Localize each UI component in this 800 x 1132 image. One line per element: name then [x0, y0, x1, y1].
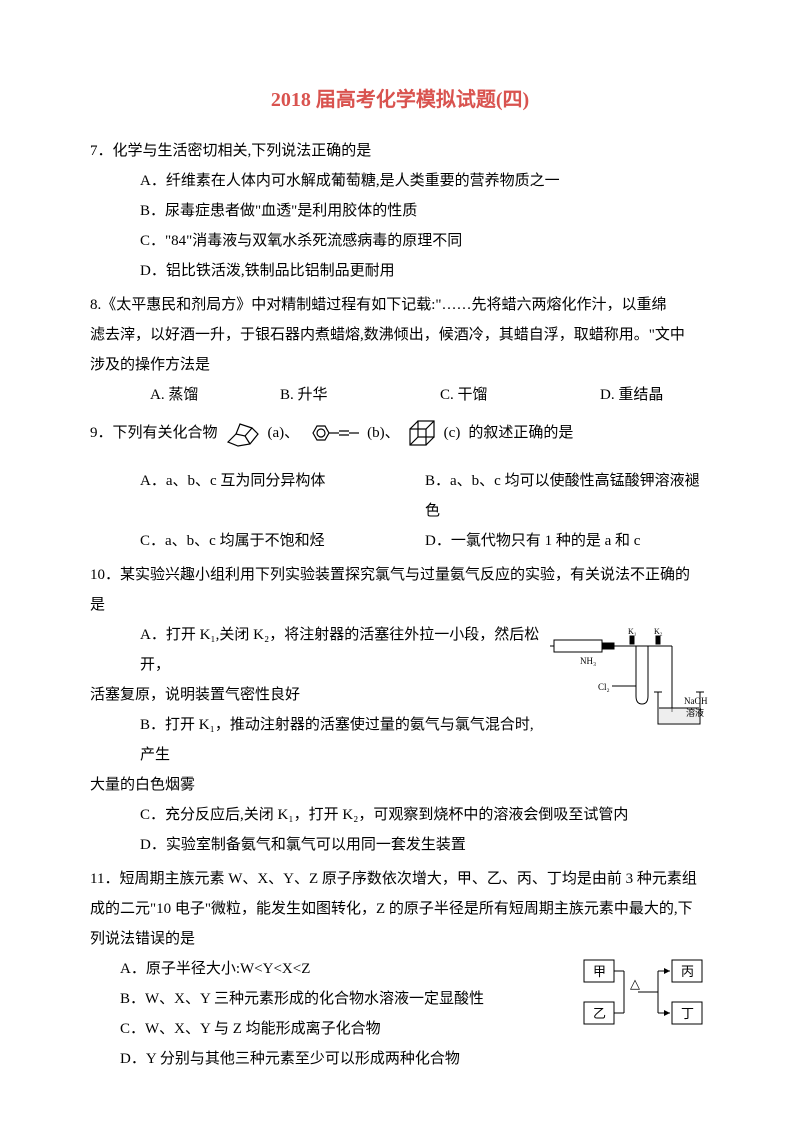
- question-7: 7．化学与生活密切相关,下列说法正确的是 A．纤维素在人体内可水解成葡萄糖,是人…: [90, 136, 710, 286]
- svg-text:K₁: K₁: [628, 627, 637, 636]
- svg-text:丁: 丁: [681, 1006, 694, 1021]
- question-10: 10．某实验兴趣小组利用下列实验装置探究氯气与过量氨气反应的实验，有关说法不正确…: [90, 560, 710, 860]
- apparatus-diagram: NH₃ K₁ K₂ Cl₂: [550, 626, 710, 736]
- q7-opt-a: A．纤维素在人体内可水解成葡萄糖,是人类重要的营养物质之一: [90, 166, 710, 196]
- q8-stem-1: 8.《太平惠民和剂局方》中对精制蜡过程有如下记载:"……先将蜡六两熔化作汁，以重…: [90, 290, 710, 320]
- molecule-c-icon: [404, 415, 440, 451]
- q8-stem-3: 涉及的操作方法是: [90, 350, 710, 380]
- transformation-diagram: 甲 乙 丙 丁 △: [580, 954, 710, 1034]
- svg-text:NaOH: NaOH: [684, 696, 708, 706]
- q9-b-label: (b)、: [367, 418, 400, 448]
- svg-text:乙: 乙: [593, 1006, 606, 1021]
- question-11: 11．短周期主族元素 W、X、Y、Z 原子序数依次增大，甲、乙、丙、丁均是由前 …: [90, 864, 710, 1074]
- page-title: 2018 届高考化学模拟试题(四): [90, 80, 710, 120]
- q7-opt-d: D．铝比铁活泼,铁制品比铝制品更耐用: [90, 256, 710, 286]
- q7-stem: 7．化学与生活密切相关,下列说法正确的是: [90, 136, 710, 166]
- q9-c-label: (c): [444, 418, 461, 448]
- q11-stem-1: 11．短周期主族元素 W、X、Y、Z 原子序数依次增大，甲、乙、丙、丁均是由前 …: [90, 864, 710, 894]
- q9-opt-d: D．一氯代物只有 1 种的是 a 和 c: [425, 526, 710, 556]
- q10-stem-2: 是: [90, 590, 710, 620]
- q8-opt-d: D. 重结晶: [600, 380, 663, 410]
- svg-text:△: △: [630, 976, 640, 991]
- molecule-b-icon: [303, 418, 363, 448]
- q11-opt-d: D．Y 分别与其他三种元素至少可以形成两种化合物: [90, 1044, 710, 1074]
- q8-opt-c: C. 干馏: [440, 380, 600, 410]
- q9-opt-c: C．a、b、c 均属于不饱和烃: [140, 526, 425, 556]
- q10-opt-d: D．实验室制备氨气和氯气可以用同一套发生装置: [90, 830, 710, 860]
- svg-text:丙: 丙: [681, 964, 694, 979]
- q7-opt-c: C．"84"消毒液与双氧水杀死流感病毒的原理不同: [90, 226, 710, 256]
- q9-stem-post: 的叙述正确的是: [468, 418, 573, 448]
- svg-text:NH₃: NH₃: [580, 656, 596, 666]
- svg-text:Cl₂: Cl₂: [598, 682, 610, 692]
- q10-stem-1: 10．某实验兴趣小组利用下列实验装置探究氯气与过量氨气反应的实验，有关说法不正确…: [90, 560, 710, 590]
- svg-text:溶液: 溶液: [686, 707, 704, 718]
- q8-opt-a: A. 蒸馏: [150, 380, 280, 410]
- q9-a-label: (a)、: [268, 418, 300, 448]
- q10-opt-b-2: 大量的白色烟雾: [90, 770, 710, 800]
- molecule-a-icon: [222, 414, 264, 452]
- q9-opt-a: A．a、b、c 互为同分异构体: [140, 466, 425, 526]
- question-8: 8.《太平惠民和剂局方》中对精制蜡过程有如下记载:"……先将蜡六两熔化作汁，以重…: [90, 290, 710, 410]
- question-9: 9．下列有关化合物 (a)、 (b)、: [90, 414, 710, 556]
- q11-stem-3: 列说法错误的是: [90, 924, 710, 954]
- q10-opt-c: C．充分反应后,关闭 K₁，打开 K₂，可观察到烧杯中的溶液会倒吸至试管内: [90, 800, 710, 830]
- q11-stem-2: 成的二元"10 电子"微粒，能发生如图转化，Z 的原子半径是所有短周期主族元素中…: [90, 894, 710, 924]
- q8-stem-2: 滤去滓，以好酒一升，于银石器内煮蜡熔,数沸倾出，候酒冷，其蜡自浮，取蜡称用。"文…: [90, 320, 710, 350]
- q9-stem-pre: 9．下列有关化合物: [90, 418, 218, 448]
- svg-text:甲: 甲: [593, 964, 606, 979]
- svg-text:K₂: K₂: [654, 627, 663, 636]
- q7-opt-b: B．尿毒症患者做"血透"是利用胶体的性质: [90, 196, 710, 226]
- q8-opt-b: B. 升华: [280, 380, 440, 410]
- q9-opt-b: B．a、b、c 均可以使酸性高锰酸钾溶液褪色: [425, 466, 710, 526]
